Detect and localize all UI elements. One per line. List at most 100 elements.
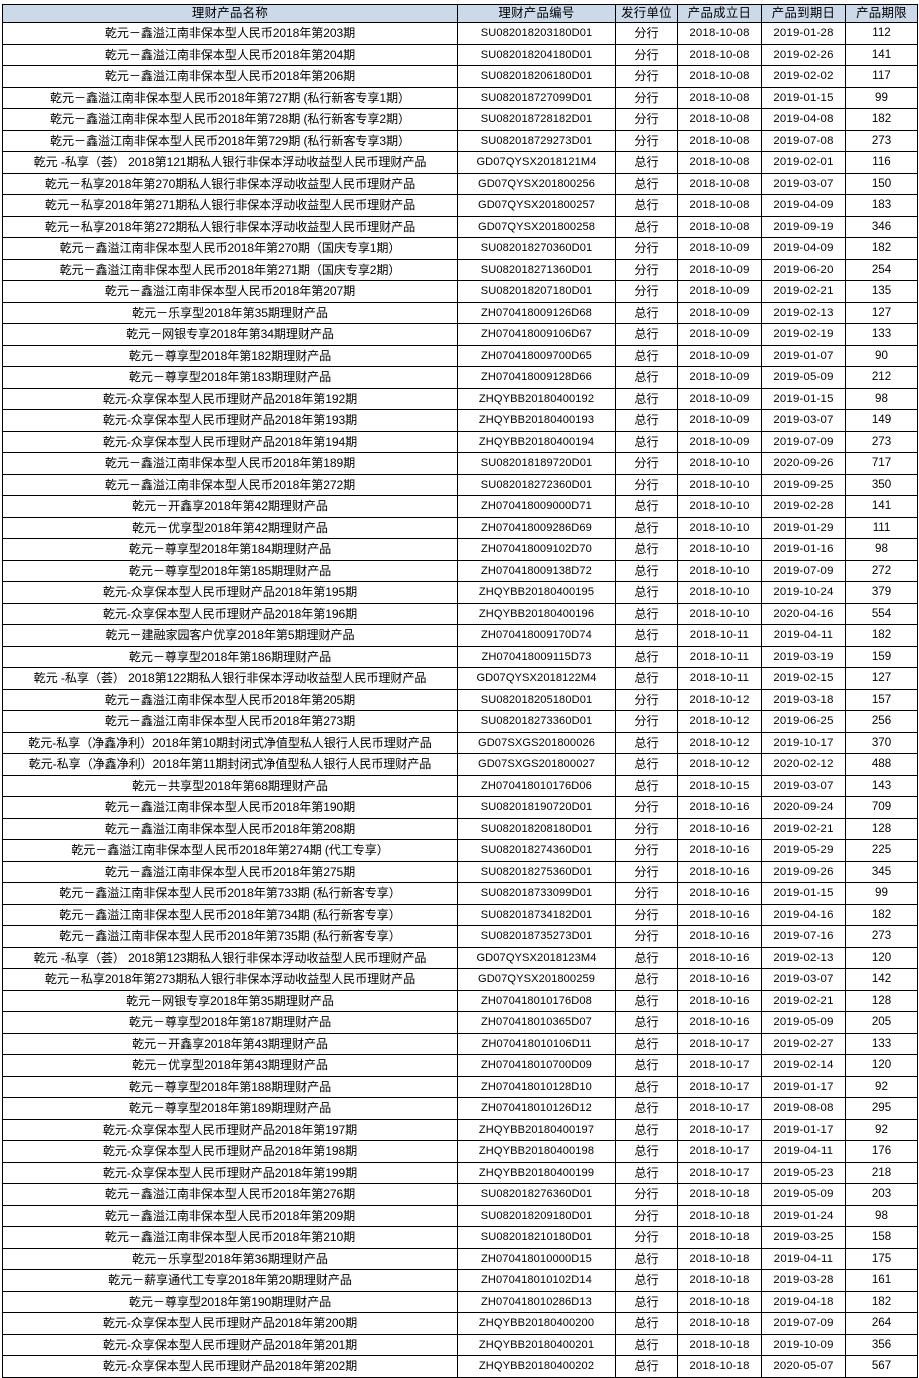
cell-issuing-unit[interactable]: 分行 (615, 1204, 678, 1227)
cell-issuing-unit[interactable]: 分行 (615, 925, 678, 948)
table-row[interactable]: 乾元-众享保本型人民币理财产品2018年第192期 ZHQYBB201804001… (2, 387, 918, 410)
cell-maturity-date[interactable]: 2019-04-16 (761, 903, 846, 926)
table-row[interactable]: 乾元-众享保本型人民币理财产品2018年第200期 ZHQYBB201804002… (2, 1312, 918, 1335)
table-row[interactable]: 乾元－鑫溢江南非保本型人民币2018年第206期 SU082018206180D0… (2, 65, 918, 88)
cell-issuing-unit[interactable]: 分行 (615, 258, 678, 281)
cell-product-name[interactable]: 乾元－鑫溢江南非保本型人民币2018年第210期 (2, 1226, 458, 1249)
cell-product-code[interactable]: ZH070418009106D67 (457, 323, 616, 346)
cell-maturity-date[interactable]: 2019-09-25 (761, 473, 846, 496)
cell-issuing-unit[interactable]: 总行 (615, 559, 678, 582)
cell-maturity-date[interactable]: 2019-02-02 (761, 65, 846, 88)
cell-term-days[interactable]: 98 (845, 538, 918, 561)
cell-term-days[interactable]: 273 (845, 129, 918, 152)
column-header-product-name[interactable]: 理财产品名称 (2, 4, 458, 23)
cell-product-name[interactable]: 乾元－鑫溢江南非保本型人民币2018年第735期 (私行新客专享） (2, 925, 458, 948)
table-row[interactable]: 乾元－鑫溢江南非保本型人民币2018年第734期 (私行新客专享） SU08201… (2, 903, 918, 926)
cell-maturity-date[interactable]: 2019-02-14 (761, 1054, 846, 1077)
table-row[interactable]: 乾元-众享保本型人民币理财产品2018年第201期 ZHQYBB201804002… (2, 1333, 918, 1356)
table-row[interactable]: 乾元－鑫溢江南非保本型人民币2018年第210期 SU082018210180D0… (2, 1226, 918, 1249)
cell-issuing-unit[interactable]: 总行 (615, 1075, 678, 1098)
cell-product-name[interactable]: 乾元－乐享型2018年第35期理财产品 (2, 301, 458, 324)
table-row[interactable]: 乾元-众享保本型人民币理财产品2018年第198期 ZHQYBB201804001… (2, 1140, 918, 1163)
cell-product-code[interactable]: SU082018729273D01 (457, 129, 616, 152)
cell-issuing-unit[interactable]: 分行 (615, 817, 678, 840)
cell-product-name[interactable]: 乾元－鑫溢江南非保本型人民币2018年第276期 (2, 1183, 458, 1206)
cell-issuing-unit[interactable]: 总行 (615, 538, 678, 561)
cell-issuing-unit[interactable]: 总行 (615, 774, 678, 797)
cell-maturity-date[interactable]: 2019-01-29 (761, 516, 846, 539)
cell-issuing-unit[interactable]: 分行 (615, 280, 678, 303)
cell-product-name[interactable]: 乾元－薪享通代工专享2018年第20期理财产品 (2, 1269, 458, 1292)
cell-start-date[interactable]: 2018-10-09 (677, 409, 762, 432)
cell-start-date[interactable]: 2018-10-16 (677, 817, 762, 840)
cell-maturity-date[interactable]: 2019-03-07 (761, 968, 846, 991)
cell-maturity-date[interactable]: 2019-05-09 (761, 366, 846, 389)
cell-maturity-date[interactable]: 2019-10-17 (761, 731, 846, 754)
cell-maturity-date[interactable]: 2019-09-26 (761, 860, 846, 883)
cell-term-days[interactable]: 127 (845, 667, 918, 690)
cell-maturity-date[interactable]: 2019-02-26 (761, 43, 846, 66)
cell-term-days[interactable]: 99 (845, 86, 918, 109)
cell-product-code[interactable]: ZHQYBB20180400197 (457, 1118, 616, 1141)
table-row[interactable]: 乾元－乐享型2018年第35期理财产品 ZH070418009126D68 总行 20… (2, 301, 918, 324)
cell-issuing-unit[interactable]: 总行 (615, 366, 678, 389)
cell-maturity-date[interactable]: 2019-02-27 (761, 1032, 846, 1055)
table-row[interactable]: 乾元－鑫溢江南非保本型人民币2018年第735期 (私行新客专享） SU08201… (2, 925, 918, 948)
cell-product-code[interactable]: ZH070418009170D74 (457, 624, 616, 647)
cell-product-code[interactable]: ZHQYBB20180400192 (457, 387, 616, 410)
cell-term-days[interactable]: 117 (845, 65, 918, 88)
cell-term-days[interactable]: 99 (845, 882, 918, 905)
table-row[interactable]: 乾元－鑫溢江南非保本型人民币2018年第207期 SU082018207180D0… (2, 280, 918, 303)
table-row[interactable]: 乾元－鑫溢江南非保本型人民币2018年第729期 (私行新客专享3期） SU082… (2, 129, 918, 152)
cell-product-code[interactable]: ZH070418010000D15 (457, 1247, 616, 1270)
cell-term-days[interactable]: 350 (845, 473, 918, 496)
cell-maturity-date[interactable]: 2019-04-11 (761, 1140, 846, 1163)
cell-maturity-date[interactable]: 2019-01-15 (761, 882, 846, 905)
table-row[interactable]: 乾元－尊享型2018年第184期理财产品 ZH070418009102D70 总行 2… (2, 538, 918, 561)
cell-term-days[interactable]: 218 (845, 1161, 918, 1184)
table-row[interactable]: 乾元－鑫溢江南非保本型人民币2018年第205期 SU082018205180D0… (2, 688, 918, 711)
cell-issuing-unit[interactable]: 总行 (615, 1011, 678, 1034)
cell-product-name[interactable]: 乾元－私享2018年第271期私人银行非保本浮动收益型人民币理财产品 (2, 194, 458, 217)
cell-issuing-unit[interactable]: 总行 (615, 1161, 678, 1184)
cell-start-date[interactable]: 2018-10-17 (677, 1161, 762, 1184)
cell-product-code[interactable]: ZH070418010365D07 (457, 1011, 616, 1034)
table-row[interactable]: 乾元－优享型2018年第43期理财产品 ZH070418010700D09 总行 20… (2, 1054, 918, 1077)
cell-term-days[interactable]: 182 (845, 903, 918, 926)
cell-start-date[interactable]: 2018-10-18 (677, 1183, 762, 1206)
cell-product-name[interactable]: 乾元－网银专享2018年第35期理财产品 (2, 989, 458, 1012)
cell-maturity-date[interactable]: 2019-01-17 (761, 1075, 846, 1098)
table-row[interactable]: 乾元 -私享（荟） 2018第122期私人银行非保本浮动收益型人民币理财产品 GD… (2, 667, 918, 690)
cell-product-code[interactable]: SU082018273360D01 (457, 710, 616, 733)
cell-issuing-unit[interactable]: 总行 (615, 667, 678, 690)
cell-term-days[interactable]: 133 (845, 1032, 918, 1055)
table-row[interactable]: 乾元－尊享型2018年第188期理财产品 ZH070418010128D10 总行 2… (2, 1075, 918, 1098)
cell-product-name[interactable]: 乾元－鑫溢江南非保本型人民币2018年第189期 (2, 452, 458, 475)
cell-issuing-unit[interactable]: 分行 (615, 22, 678, 45)
cell-issuing-unit[interactable]: 总行 (615, 1054, 678, 1077)
table-row[interactable]: 乾元－开鑫享2018年第42期理财产品 ZH070418009000D71 总行 20… (2, 495, 918, 518)
cell-product-name[interactable]: 乾元－鑫溢江南非保本型人民币2018年第733期 (私行新客专享） (2, 882, 458, 905)
cell-maturity-date[interactable]: 2019-07-08 (761, 129, 846, 152)
cell-product-name[interactable]: 乾元－共享型2018年第68期理财产品 (2, 774, 458, 797)
cell-product-name[interactable]: 乾元 -私享（荟） 2018第121期私人银行非保本浮动收益型人民币理财产品 (2, 151, 458, 174)
table-row[interactable]: 乾元-私享（净鑫净利）2018年第10期封闭式净值型私人银行人民币理财产品 GD0… (2, 731, 918, 754)
cell-term-days[interactable]: 159 (845, 645, 918, 668)
cell-term-days[interactable]: 379 (845, 581, 918, 604)
cell-maturity-date[interactable]: 2019-03-07 (761, 409, 846, 432)
cell-maturity-date[interactable]: 2020-09-26 (761, 452, 846, 475)
cell-term-days[interactable]: 92 (845, 1075, 918, 1098)
cell-product-code[interactable]: SU082018210180D01 (457, 1226, 616, 1249)
cell-start-date[interactable]: 2018-10-09 (677, 366, 762, 389)
cell-issuing-unit[interactable]: 总行 (615, 1118, 678, 1141)
cell-product-name[interactable]: 乾元 -私享（荟） 2018第123期私人银行非保本浮动收益型人民币理财产品 (2, 946, 458, 969)
table-row[interactable]: 乾元－鑫溢江南非保本型人民币2018年第274期 (代工专享） SU0820182… (2, 839, 918, 862)
cell-issuing-unit[interactable]: 分行 (615, 903, 678, 926)
cell-product-name[interactable]: 乾元－私享2018年第273期私人银行非保本浮动收益型人民币理财产品 (2, 968, 458, 991)
cell-issuing-unit[interactable]: 总行 (615, 409, 678, 432)
cell-term-days[interactable]: 112 (845, 22, 918, 45)
cell-start-date[interactable]: 2018-10-16 (677, 796, 762, 819)
cell-issuing-unit[interactable]: 分行 (615, 1183, 678, 1206)
cell-start-date[interactable]: 2018-10-16 (677, 968, 762, 991)
cell-term-days[interactable]: 161 (845, 1269, 918, 1292)
